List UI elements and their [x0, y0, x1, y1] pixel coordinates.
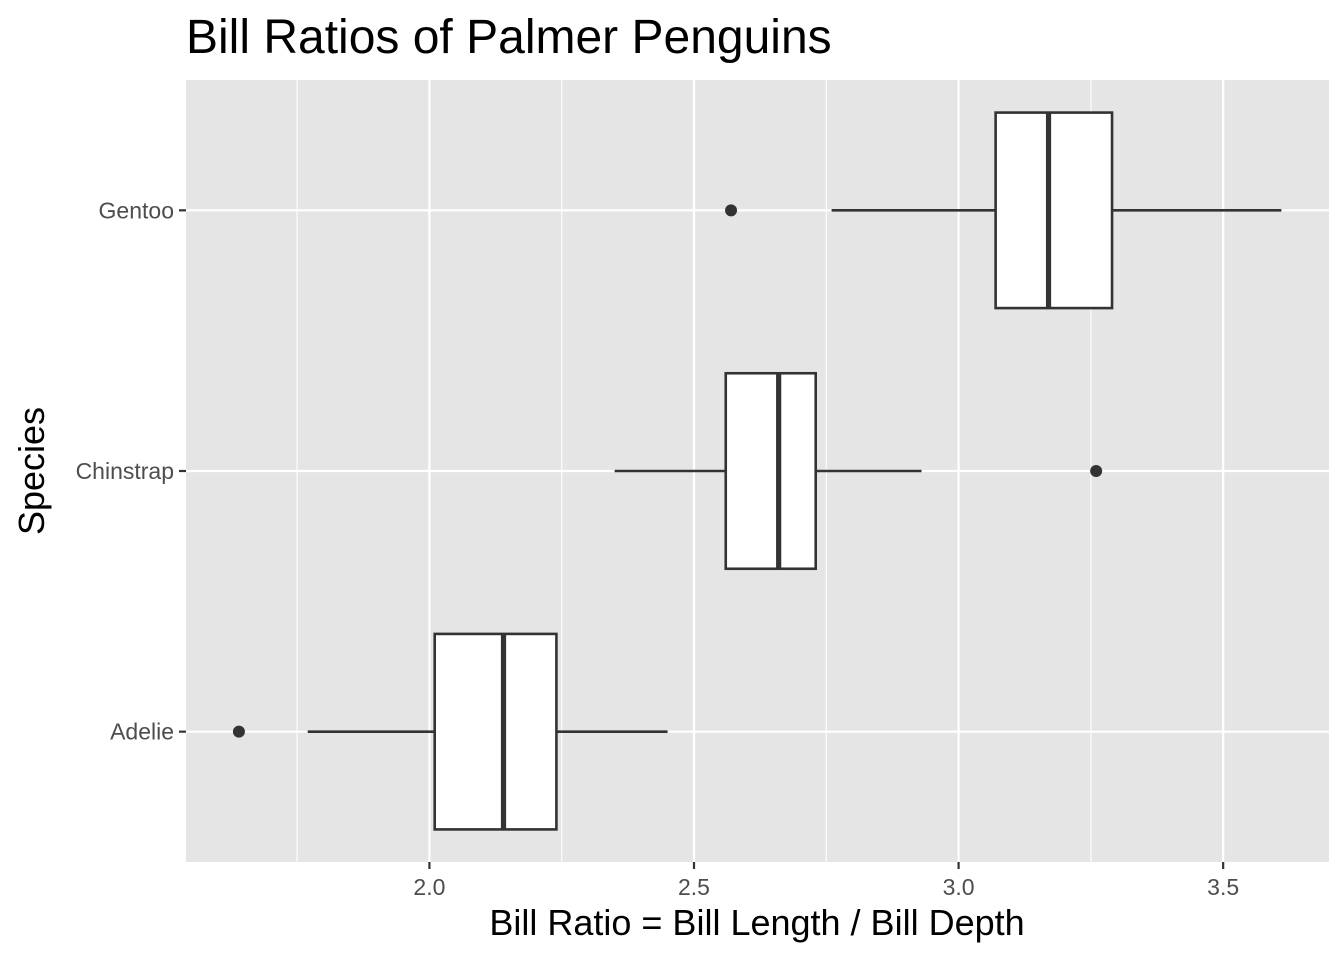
- chart-title: Bill Ratios of Palmer Penguins: [186, 11, 832, 64]
- y-tick-label: Chinstrap: [76, 458, 174, 484]
- boxplot-chinstrap: [614, 371, 1103, 571]
- x-tick-label: 3.5: [1207, 874, 1239, 900]
- outlier-point: [232, 725, 245, 738]
- outlier-point: [725, 204, 738, 217]
- x-tick-label: 2.5: [678, 874, 710, 900]
- x-axis-title: Bill Ratio = Bill Length / Bill Depth: [489, 902, 1024, 943]
- x-tick-label: 2.0: [413, 874, 445, 900]
- outlier-point: [1090, 465, 1103, 477]
- y-tick-label: Adelie: [110, 719, 174, 745]
- y-tick-label: Gentoo: [99, 197, 174, 223]
- plot-panel: 2.0 2.5 3.0 3.5 Adelie Chinstrap Gentoo: [76, 80, 1329, 900]
- boxplot-adelie: [232, 632, 668, 831]
- iqr-box: [994, 111, 1114, 310]
- boxplot-gentoo: [725, 111, 1282, 310]
- iqr-box: [724, 371, 818, 571]
- x-tick-label: 3.0: [943, 874, 975, 900]
- y-axis-title: Species: [11, 407, 52, 535]
- iqr-box: [433, 632, 558, 831]
